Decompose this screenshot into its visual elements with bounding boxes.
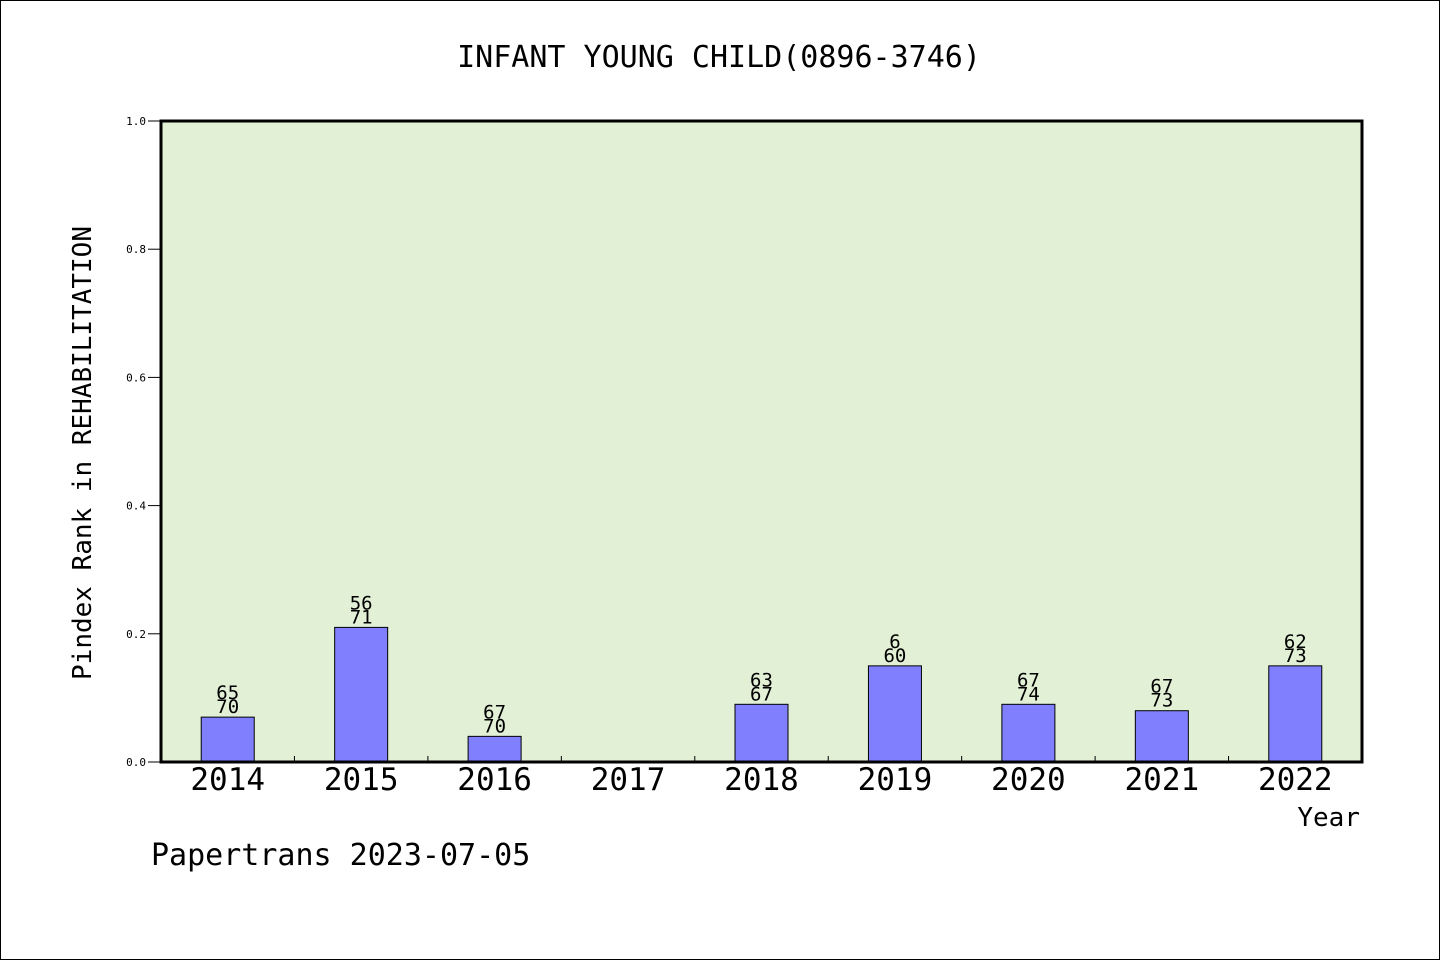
bar-label-bottom: 71 (350, 606, 373, 628)
bar-label-top: 65 (216, 682, 239, 704)
x-tick-label: 2019 (858, 762, 933, 798)
bar-2015 (334, 626, 389, 763)
bar-2022 (1268, 665, 1323, 763)
bar-label-bottom: 73 (1150, 690, 1173, 712)
bar-label-top: 56 (350, 592, 373, 614)
plot-frame (159, 119, 1364, 764)
bar-2021 (1134, 710, 1189, 763)
y-tick-label: 0.8 (126, 243, 146, 256)
x-axis-label: Year (1297, 803, 1360, 833)
y-tick-label: 0.2 (126, 628, 146, 641)
x-tick-label: 2018 (724, 762, 799, 798)
x-tick-label: 2021 (1125, 762, 1200, 798)
bar-label-bottom: 74 (1017, 683, 1040, 705)
bar-2014 (200, 716, 255, 763)
bar-label-bottom: 70 (483, 715, 506, 737)
x-tick-label: 2016 (457, 762, 532, 798)
bar-2016 (467, 735, 522, 763)
bar-label-top: 6 (889, 631, 900, 653)
y-tick-label: 0.0 (126, 756, 146, 769)
x-tick-label: 2014 (190, 762, 265, 798)
x-tick-label: 2022 (1258, 762, 1333, 798)
footer-credit: Papertrans 2023-07-05 (151, 838, 530, 873)
bar-label-top: 67 (1017, 669, 1040, 691)
y-axis-label: Pindex Rank in REHABILITATION (68, 226, 98, 680)
x-tick-label: 2015 (324, 762, 399, 798)
bar-2020 (1001, 703, 1056, 763)
bar-label-top: 63 (750, 669, 773, 691)
x-tick-label: 2017 (591, 762, 666, 798)
bar-label-top: 67 (1150, 676, 1173, 698)
bar-label-top: 62 (1284, 631, 1307, 653)
bar-label-bottom: 67 (750, 683, 773, 705)
bar-2019 (867, 665, 922, 763)
y-tick-label: 1.0 (126, 115, 146, 128)
x-axis-ticks: 2014 2015 2016 2017 2018 2019 2020 2021 2022 (190, 756, 1333, 798)
bar-label-bottom: 73 (1284, 645, 1307, 667)
chart-title: INFANT YOUNG CHILD(0896-3746) (457, 40, 981, 75)
x-tick-label: 2020 (991, 762, 1066, 798)
bar-label-bottom: 70 (216, 696, 239, 718)
bar-label-bottom: 60 (883, 645, 906, 667)
bar-label-top: 67 (483, 701, 506, 723)
y-axis-ticks: 0.0 0.2 0.4 0.6 0.8 1.0 (126, 115, 161, 769)
y-tick-label: 0.6 (126, 371, 146, 384)
bars (200, 626, 1323, 763)
y-tick-label: 0.4 (126, 500, 146, 513)
bar-2018 (734, 703, 789, 763)
